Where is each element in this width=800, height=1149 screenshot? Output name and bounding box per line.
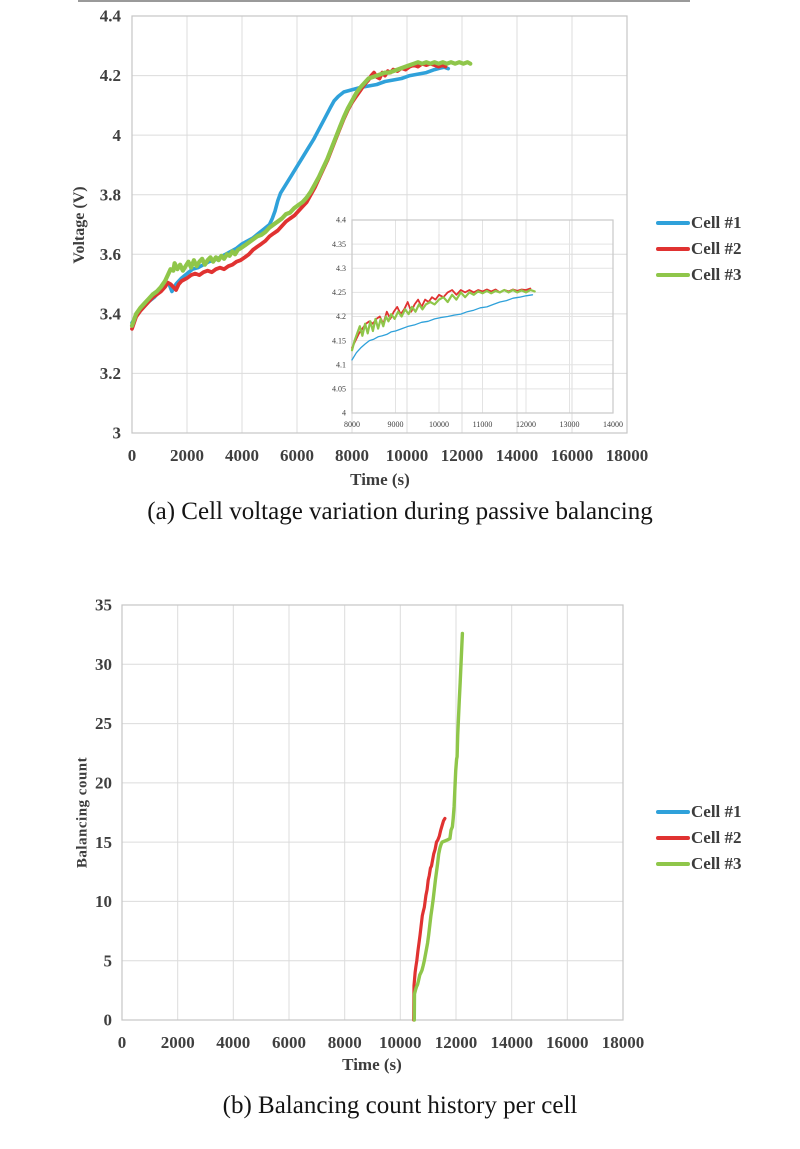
balancing-count-ytick-label: 15	[95, 833, 112, 852]
voltage-xtick-label: 18000	[606, 446, 649, 465]
balancing-count-xtick-label: 12000	[435, 1033, 478, 1052]
balancing-count-xtick-label: 2000	[161, 1033, 195, 1052]
balancing-count-xtick-label: 4000	[216, 1033, 250, 1052]
legend-label-cell1: Cell #1	[691, 213, 742, 232]
voltage-xtick-label: 2000	[170, 446, 204, 465]
balancing-count-xtick-label: 16000	[546, 1033, 589, 1052]
voltage-xtick-label: 12000	[441, 446, 484, 465]
voltage-inset-ytick-label: 4.1	[336, 360, 346, 369]
voltage-inset-ytick-label: 4	[342, 409, 346, 418]
balancing-count-series-cell-2-line	[412, 816, 447, 1022]
cell2-line-swatch	[656, 836, 690, 840]
balancing-count-xtick-label: 0	[118, 1033, 127, 1052]
voltage-series-cell-1-line	[130, 65, 451, 325]
voltage-inset-series-cell-1-line	[351, 294, 534, 361]
voltage-inset-xtick-label: 8000	[344, 420, 360, 429]
balancing-count-ytick-label: 0	[104, 1011, 113, 1030]
voltage-xtick-label: 8000	[335, 446, 369, 465]
voltage-ytick-label: 4.2	[100, 66, 121, 85]
voltage-ytick-label: 3.6	[100, 245, 121, 264]
voltage-ytick-label: 4	[113, 126, 122, 145]
voltage-y-axis-title: Voltage (V)	[71, 186, 88, 264]
legend-item-cell1: Cell #1	[656, 210, 742, 236]
balancing-count-xtick-label: 8000	[328, 1033, 362, 1052]
voltage-inset-ytick-label: 4.35	[332, 240, 346, 249]
balancing-count-xtick-label: 10000	[379, 1033, 422, 1052]
balancing-x-axis-title: Time (s)	[342, 1055, 402, 1074]
cell1-line-swatch	[656, 810, 690, 814]
voltage-inset-xtick-label: 10000	[429, 420, 449, 429]
voltage-legend: Cell #1 Cell #2 Cell #3	[656, 210, 742, 288]
balancing-count-ytick-label: 30	[95, 655, 112, 674]
balancing-count-ytick-label: 35	[95, 596, 112, 615]
voltage-ytick-label: 3.8	[100, 185, 121, 204]
balancing-count-xtick-label: 14000	[490, 1033, 533, 1052]
voltage-ytick-label: 3.2	[100, 364, 121, 383]
voltage-x-axis-title: Time (s)	[350, 470, 410, 489]
balancing-legend: Cell #1 Cell #2 Cell #3	[656, 799, 742, 877]
voltage-inset-series-cell-3-line	[350, 288, 536, 352]
legend-label-cell3: Cell #3	[691, 265, 742, 284]
voltage-ytick-label: 3.4	[100, 305, 122, 324]
balancing-count-xtick-label: 6000	[272, 1033, 306, 1052]
voltage-inset-ytick-label: 4.15	[332, 336, 346, 345]
voltage-inset-ytick-label: 4.3	[336, 264, 346, 273]
caption-b: (b) Balancing count history per cell	[222, 1092, 578, 1119]
legend-label-cell2: Cell #2	[691, 828, 742, 847]
voltage-inset-xtick-label: 14000	[603, 420, 623, 429]
voltage-xtick-label: 6000	[280, 446, 314, 465]
balancing-count-ytick-label: 20	[95, 774, 112, 793]
voltage-xtick-label: 10000	[386, 446, 429, 465]
voltage-inset-xtick-label: 9000	[388, 420, 404, 429]
voltage-xtick-label: 4000	[225, 446, 259, 465]
legend-item-cell2: Cell #2	[656, 825, 742, 851]
legend-label-cell2: Cell #2	[691, 239, 742, 258]
voltage-plot-border	[131, 15, 628, 434]
legend-item-cell2: Cell #2	[656, 236, 742, 262]
voltage-inset-ytick-label: 4.2	[336, 312, 346, 321]
voltage-xtick-label: 16000	[551, 446, 594, 465]
voltage-inset-ytick-label: 4.25	[332, 288, 346, 297]
voltage-inset-ytick-label: 4.4	[336, 216, 346, 225]
voltage-inset-xtick-label: 13000	[560, 420, 580, 429]
voltage-xtick-label: 14000	[496, 446, 539, 465]
balancing-count-ytick-label: 10	[95, 892, 112, 911]
cell1-line-swatch	[656, 221, 690, 225]
legend-item-cell1: Cell #1	[656, 799, 742, 825]
balancing-y-axis-title: Balancing count	[74, 756, 91, 869]
cell3-line-swatch	[656, 273, 690, 277]
balancing-count-ytick-label: 5	[104, 951, 113, 970]
balancing-count-xtick-label: 18000	[602, 1033, 645, 1052]
balancing-count-plot-border	[121, 604, 624, 1021]
voltage-xtick-label: 0	[128, 446, 137, 465]
voltage-series-cell-3-line	[129, 60, 473, 328]
caption-a: (a) Cell voltage variation during passiv…	[147, 498, 653, 525]
legend-item-cell3: Cell #3	[656, 262, 742, 288]
balancing-count-ytick-label: 25	[95, 714, 112, 733]
voltage-series-cell-2-line	[130, 61, 448, 331]
cell2-line-swatch	[656, 247, 690, 251]
voltage-inset-xtick-label: 11000	[473, 420, 493, 429]
top-rule	[78, 0, 690, 2]
balancing-count-series-cell-3-line	[412, 631, 465, 1022]
voltage-ytick-label: 4.4	[100, 7, 122, 26]
voltage-ytick-label: 3	[113, 424, 122, 443]
legend-label-cell1: Cell #1	[691, 802, 742, 821]
voltage-inset-xtick-label: 12000	[516, 420, 536, 429]
legend-item-cell3: Cell #3	[656, 851, 742, 877]
voltage-inset-plot-border	[351, 219, 614, 414]
voltage-inset-ytick-label: 4.05	[332, 385, 346, 394]
legend-label-cell3: Cell #3	[691, 854, 742, 873]
cell3-line-swatch	[656, 862, 690, 866]
